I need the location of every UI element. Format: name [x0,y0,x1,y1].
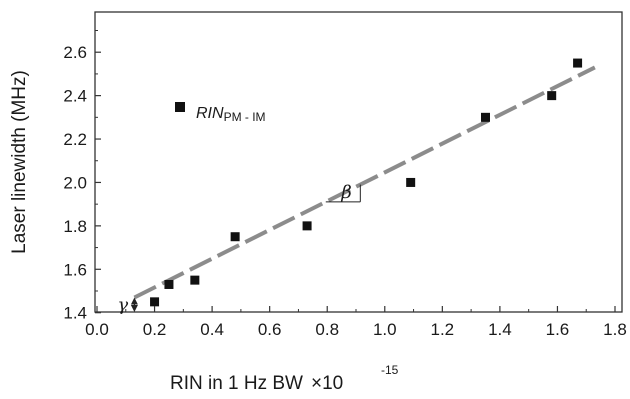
data-point [573,58,583,68]
intercept-arrowhead-bottom [130,305,138,312]
x-axis: 0.0 0.2 0.4 0.6 0.8 1.0 1.2 1.4 1.6 1.8 [85,306,627,339]
legend-label: RINPM - IM [196,105,266,124]
x-tick-label: 1.4 [488,320,512,339]
x-tick-label: 1.2 [431,320,455,339]
data-point [150,297,160,307]
plot-area [94,11,623,313]
fit-line [133,65,596,300]
x-tick-label: 1.8 [603,320,627,339]
slope-triangle: β [325,182,361,203]
intercept-arrowhead-top [130,297,138,305]
x-axis-title: RIN in 1 Hz BW [170,373,303,394]
data-point [302,221,312,231]
beta-label: β [340,182,351,203]
y-axis: 1.4 1.6 1.8 2.0 2.2 2.4 2.6 [63,30,101,323]
legend-marker [175,102,185,112]
x-tick-label: 0.6 [258,320,282,339]
x-axis-exponent: -15 [381,363,399,377]
x-tick-label: 0.0 [85,320,109,339]
data-point [190,275,200,285]
x-tick-label: 0.2 [143,320,167,339]
plot-frame [94,11,623,313]
x-tick-label: 0.4 [200,320,224,339]
x-tick-label: 1.0 [373,320,397,339]
y-tick-label: 2.2 [63,130,87,149]
x-axis-multiplier: ×10 [311,373,343,394]
y-tick-label: 1.8 [63,217,87,236]
data-point [230,232,240,242]
x-tick-label: 1.6 [546,320,570,339]
data-point [481,112,490,122]
x-tick-label: 0.8 [315,320,339,339]
y-tick-label: 2.4 [63,87,87,106]
legend-label-main: RIN [196,105,224,122]
gamma-label: γ [117,295,128,316]
data-point [406,177,416,187]
y-tick-label: 2.6 [63,43,87,62]
y-tick-label: 1.6 [63,260,87,279]
legend: RINPM - IM [175,102,266,124]
y-tick-label: 1.4 [63,304,87,323]
intercept-arrow: γ [117,295,138,316]
data-point [547,91,557,101]
data-point [164,279,174,289]
legend-label-subscript: PM - IM [224,110,266,124]
data-points [150,58,583,307]
y-axis-title: Laser linewidth (MHz) [9,70,30,254]
y-tick-label: 2.0 [63,173,87,192]
